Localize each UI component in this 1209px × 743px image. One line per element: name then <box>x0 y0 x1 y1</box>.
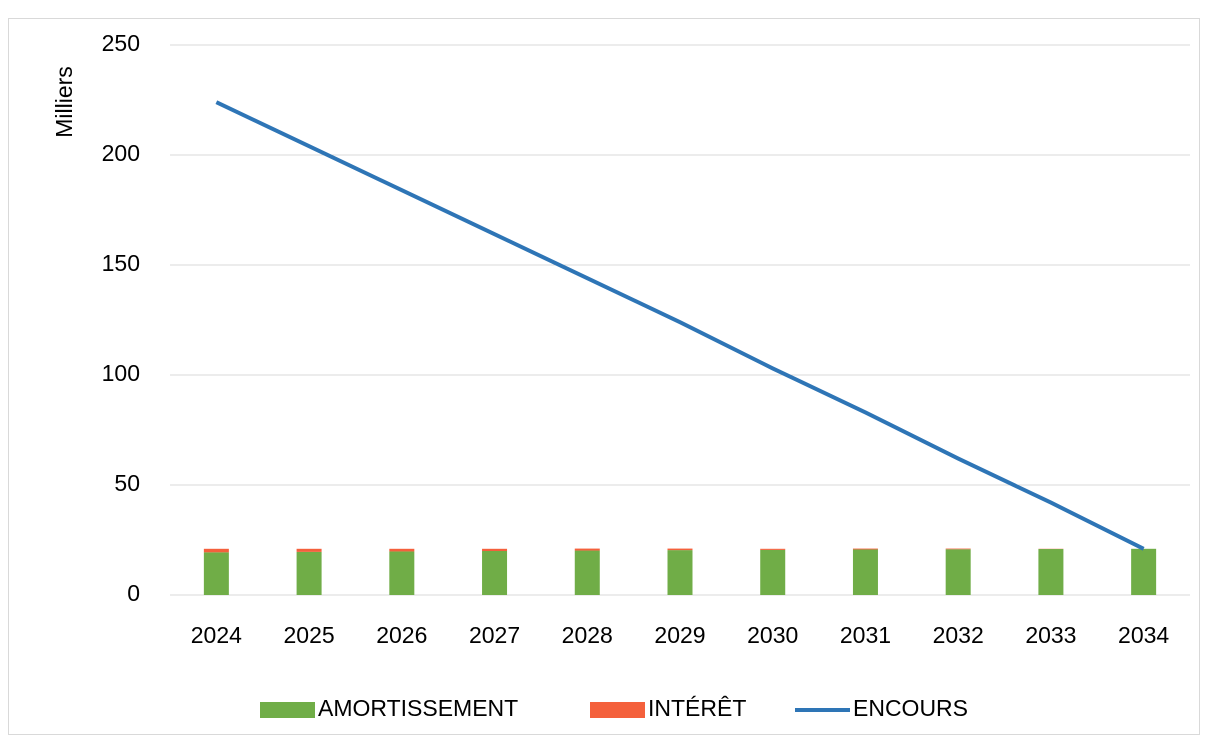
x-tick-label: 2027 <box>469 622 520 648</box>
bar-segment <box>667 550 693 595</box>
bar-segment <box>852 549 878 595</box>
bar-segment <box>945 548 971 550</box>
bar-segment <box>482 551 508 595</box>
x-tick-label: 2033 <box>1025 622 1076 648</box>
y-tick-label: 0 <box>127 580 140 606</box>
legend-label: AMORTISSEMENT <box>318 695 518 721</box>
bar-segment <box>1131 548 1157 595</box>
bar-segment <box>389 551 415 595</box>
x-tick-label: 2032 <box>933 622 984 648</box>
y-tick-label: 200 <box>102 140 140 166</box>
x-tick-label: 2025 <box>284 622 335 648</box>
bar-segment <box>203 552 229 595</box>
bar-segment <box>482 548 508 551</box>
bar-segment <box>296 551 322 595</box>
x-tick-label: 2030 <box>747 622 798 648</box>
legend-label: INTÉRÊT <box>648 695 746 721</box>
x-tick-label: 2026 <box>376 622 427 648</box>
legend-label: ENCOURS <box>853 695 968 721</box>
y-tick-label: 150 <box>102 250 140 276</box>
chart-border <box>8 18 1200 735</box>
line <box>215 100 1145 551</box>
bar-segment <box>1038 549 1064 595</box>
legend-swatch <box>260 702 315 718</box>
y-tick-label: 100 <box>102 360 140 386</box>
bar-segment <box>203 548 229 553</box>
bar-segment <box>852 548 878 550</box>
bar-segment <box>574 550 600 595</box>
bar-segment <box>760 548 786 550</box>
y-tick-label: 50 <box>114 470 140 496</box>
bar-segment <box>945 549 971 595</box>
x-tick-label: 2028 <box>562 622 613 648</box>
bar-segment <box>296 548 322 552</box>
x-tick-label: 2024 <box>191 622 242 648</box>
x-tick-label: 2029 <box>654 622 705 648</box>
bar-segment <box>760 549 786 595</box>
y-axis-label: Milliers <box>51 66 77 138</box>
bar-segment <box>574 548 600 551</box>
bar-segment <box>667 548 693 551</box>
bar-segment <box>389 548 415 552</box>
y-tick-label: 250 <box>102 30 140 56</box>
x-tick-label: 2034 <box>1118 622 1169 648</box>
x-tick-label: 2031 <box>840 622 891 648</box>
legend-swatch <box>590 702 645 718</box>
